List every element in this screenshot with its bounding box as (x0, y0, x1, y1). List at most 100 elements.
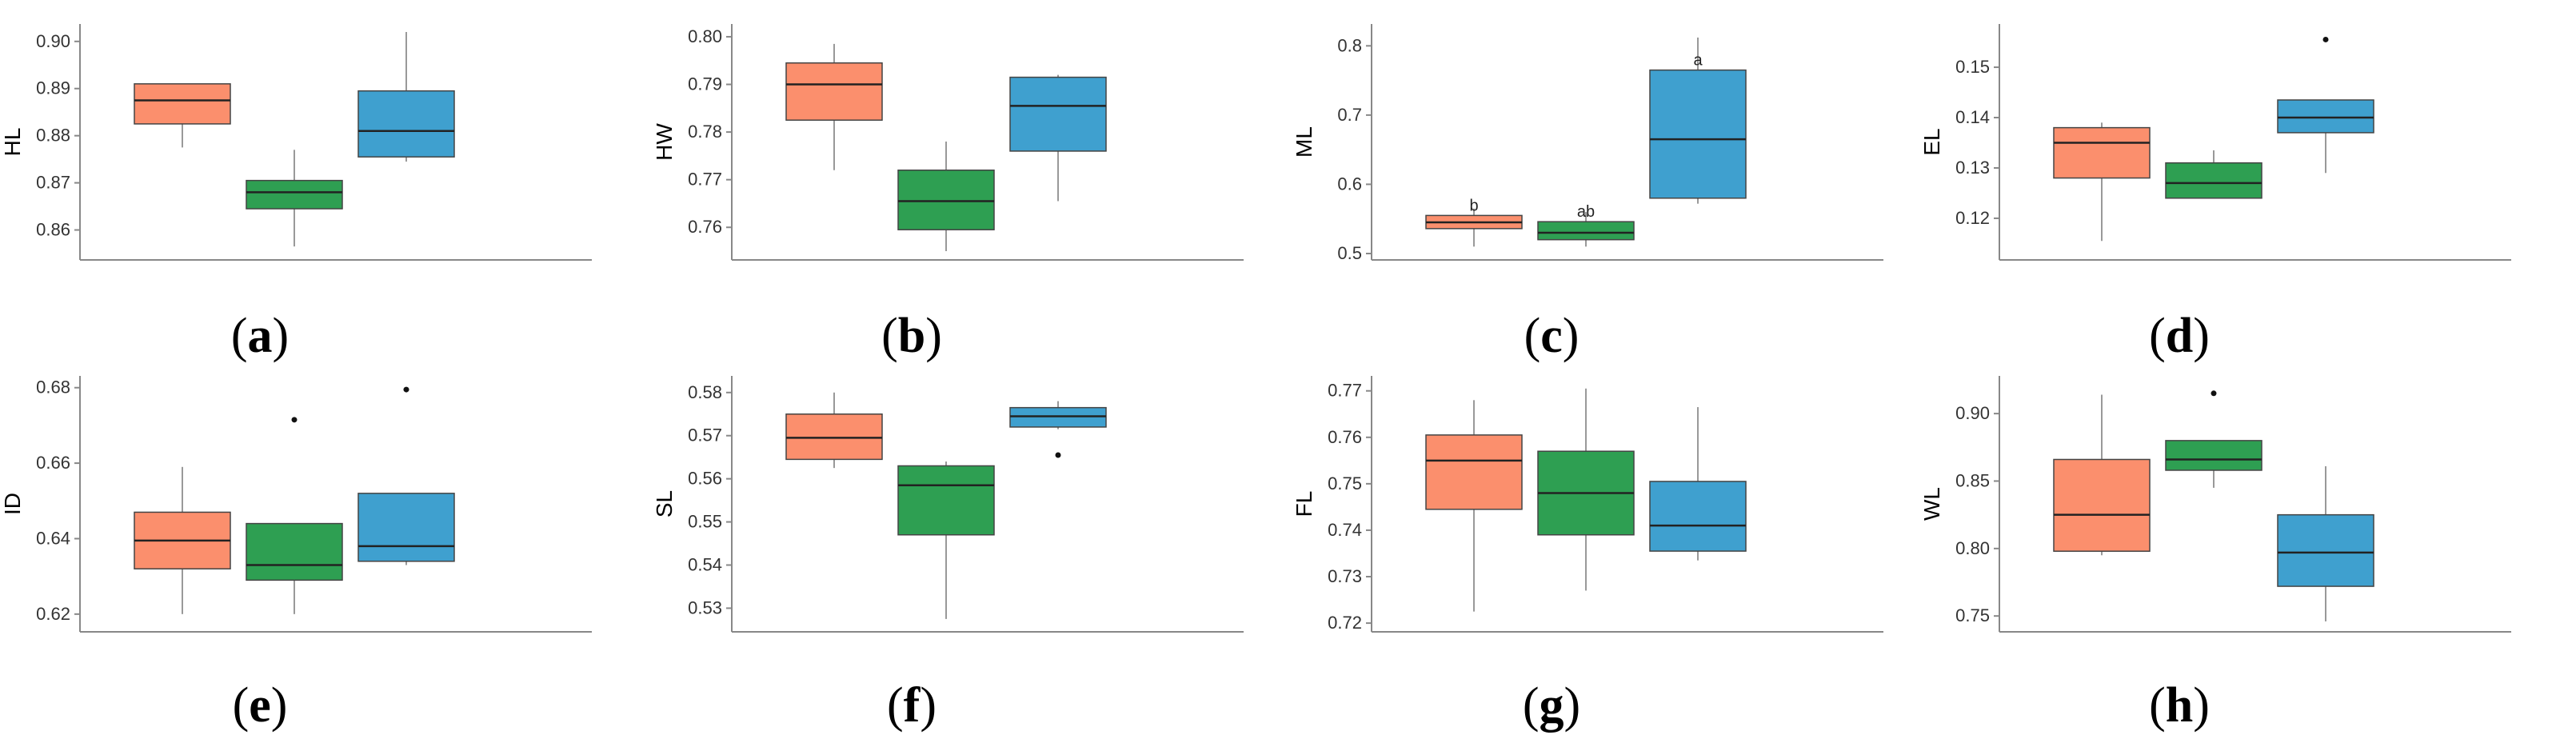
panel-f-box-group2 (897, 465, 995, 536)
panel-c-y-tick-label: 0.8 (1337, 35, 1362, 55)
panel-c: 0.5 0.6 0.7 0.8 ML b ab a (c) (1292, 24, 1883, 363)
panel-d-y-tick-label: 0.12 (1955, 208, 1990, 228)
panel-g-box-group3 (1649, 481, 1747, 552)
panel-d: 0.12 0.13 0.14 0.15 EL (d) (1919, 24, 2511, 363)
panel-f-caption-open-paren: ( (887, 678, 904, 733)
panel-b-y-tick-label: 0.78 (688, 122, 722, 142)
panel-c-y-tick-label: 0.5 (1337, 243, 1362, 263)
panel-g: 0.72 0.73 0.74 0.75 0.76 0.77 FL (g) (1292, 376, 1883, 733)
panel-h-caption-letter: h (2166, 678, 2193, 733)
panel-c-box-group2-significance-label: ab (1577, 203, 1595, 221)
panel-f-y-tick-label: 0.56 (688, 469, 722, 489)
panel-a: 0.86 0.87 0.88 0.89 0.90 HL (a) (0, 24, 592, 363)
panel-b-caption-letter: b (898, 309, 925, 363)
panel-d-box-group3-outlier (2322, 36, 2329, 42)
panel-f-box-group1 (785, 413, 883, 461)
panel-c-caption-open-paren: ( (1524, 309, 1541, 363)
panel-h-box-group3 (2277, 513, 2374, 587)
panel-e-y-tick-label: 0.66 (36, 453, 70, 473)
panel-e-box-group2 (246, 522, 343, 581)
panel-d-y-tick-label: 0.14 (1955, 107, 1990, 127)
panel-c-box-group3 (1649, 69, 1747, 199)
panel-c-caption-close-paren: ) (1563, 309, 1580, 363)
panel-a-y-tick-label: 0.87 (36, 173, 70, 193)
panel-f-caption-letter: f (904, 678, 921, 733)
panel-e-caption-open-paren: ( (233, 678, 250, 733)
panel-f-caption: (f) (887, 678, 937, 733)
panel-f-y-tick-label: 0.58 (688, 382, 722, 402)
panel-b-caption: (b) (881, 309, 942, 363)
panel-d-y-tick-label: 0.13 (1955, 158, 1990, 178)
panel-a-box-group1 (134, 83, 231, 125)
panel-d-y-tick-label: 0.15 (1955, 57, 1990, 77)
panel-f: 0.53 0.54 0.55 0.56 0.57 0.58 SL (f) (652, 376, 1244, 733)
panel-g-caption-close-paren: ) (1564, 678, 1581, 733)
panel-f-y-axis-label: SL (652, 490, 677, 517)
panel-h-y-axis-label: WL (1919, 487, 1944, 521)
panel-e-box-group3 (357, 493, 455, 562)
panel-b: 0.76 0.77 0.78 0.79 0.80 HW (b) (652, 24, 1244, 363)
panel-h-y-tick-label: 0.90 (1955, 403, 1990, 423)
panel-f-caption-close-paren: ) (920, 678, 937, 733)
panel-a-y-axis-label: HL (0, 128, 25, 157)
panel-d-caption: (d) (2149, 309, 2210, 363)
panel-e: 0.62 0.64 0.66 0.68 ID (e) (0, 376, 592, 733)
panel-b-y-tick-label: 0.77 (688, 170, 722, 190)
panel-d-box-group2 (2165, 162, 2262, 199)
panel-e-caption: (e) (233, 678, 288, 733)
panel-a-box-group2 (246, 179, 343, 210)
panel-g-caption: (g) (1523, 678, 1580, 733)
panel-f-y-tick-label: 0.55 (688, 512, 722, 532)
panel-a-y-tick-label: 0.89 (36, 78, 70, 98)
panel-c-caption: (c) (1524, 309, 1580, 363)
panel-e-y-tick-label: 0.62 (36, 604, 70, 624)
panel-d-caption-close-paren: ) (2193, 309, 2210, 363)
panel-g-caption-open-paren: ( (1523, 678, 1540, 733)
panel-d-y-axis-label: EL (1919, 128, 1944, 155)
panel-h-y-tick-label: 0.75 (1955, 605, 1990, 625)
panel-a-box-group3 (357, 90, 455, 158)
panel-b-y-tick-label: 0.80 (688, 26, 722, 46)
panel-a-y-tick-label: 0.88 (36, 126, 70, 146)
panel-b-box-group2 (897, 170, 995, 230)
panel-b-box-group3 (1009, 76, 1107, 152)
panel-g-y-tick-label: 0.76 (1328, 427, 1362, 447)
panel-h-y-tick-label: 0.85 (1955, 470, 1990, 490)
panel-f-box-group3-outlier (1055, 452, 1061, 458)
panel-g-y-tick-label: 0.75 (1328, 473, 1362, 493)
panel-b-caption-close-paren: ) (925, 309, 942, 363)
panel-g-y-tick-label: 0.73 (1328, 566, 1362, 586)
panel-h-box-group2-outlier (2211, 390, 2217, 397)
panel-b-caption-open-paren: ( (881, 309, 898, 363)
panel-a-caption-letter: a (248, 309, 273, 363)
panel-b-box-group1 (785, 62, 883, 121)
panel-d-box-group3 (2277, 99, 2374, 134)
panel-e-box-group3-outlier (403, 386, 409, 393)
panel-b-y-axis-label: HW (652, 123, 677, 161)
panel-g-caption-letter: g (1540, 678, 1564, 733)
panel-c-box-group1-significance-label: b (1469, 197, 1478, 214)
panel-c-y-tick-label: 0.6 (1337, 174, 1362, 194)
panel-h: 0.75 0.80 0.85 0.90 WL (h) (1919, 376, 2511, 733)
panel-e-caption-letter: e (249, 678, 271, 733)
panel-h-caption: (h) (2149, 678, 2210, 733)
panel-c-caption-letter: c (1540, 309, 1563, 363)
panel-a-y-tick-label: 0.90 (36, 31, 70, 51)
panel-g-y-tick-label: 0.77 (1328, 381, 1362, 401)
panel-g-box-group1 (1425, 434, 1523, 510)
panel-a-caption: (a) (231, 309, 289, 363)
panel-c-box-group2 (1537, 221, 1635, 241)
panel-a-caption-open-paren: ( (231, 309, 248, 363)
panel-g-y-tick-label: 0.74 (1328, 520, 1362, 540)
panel-h-y-tick-label: 0.80 (1955, 538, 1990, 558)
panel-h-caption-close-paren: ) (2193, 678, 2210, 733)
panel-e-box-group2-outlier (291, 417, 298, 423)
panel-c-y-tick-label: 0.7 (1337, 105, 1362, 125)
panel-b-y-tick-label: 0.76 (688, 217, 722, 237)
panel-g-y-axis-label: FL (1292, 491, 1316, 517)
panel-h-caption-open-paren: ( (2149, 678, 2166, 733)
panel-d-caption-letter: d (2166, 309, 2193, 363)
panel-f-y-tick-label: 0.53 (688, 597, 722, 617)
panel-d-box-group1 (2053, 126, 2151, 179)
